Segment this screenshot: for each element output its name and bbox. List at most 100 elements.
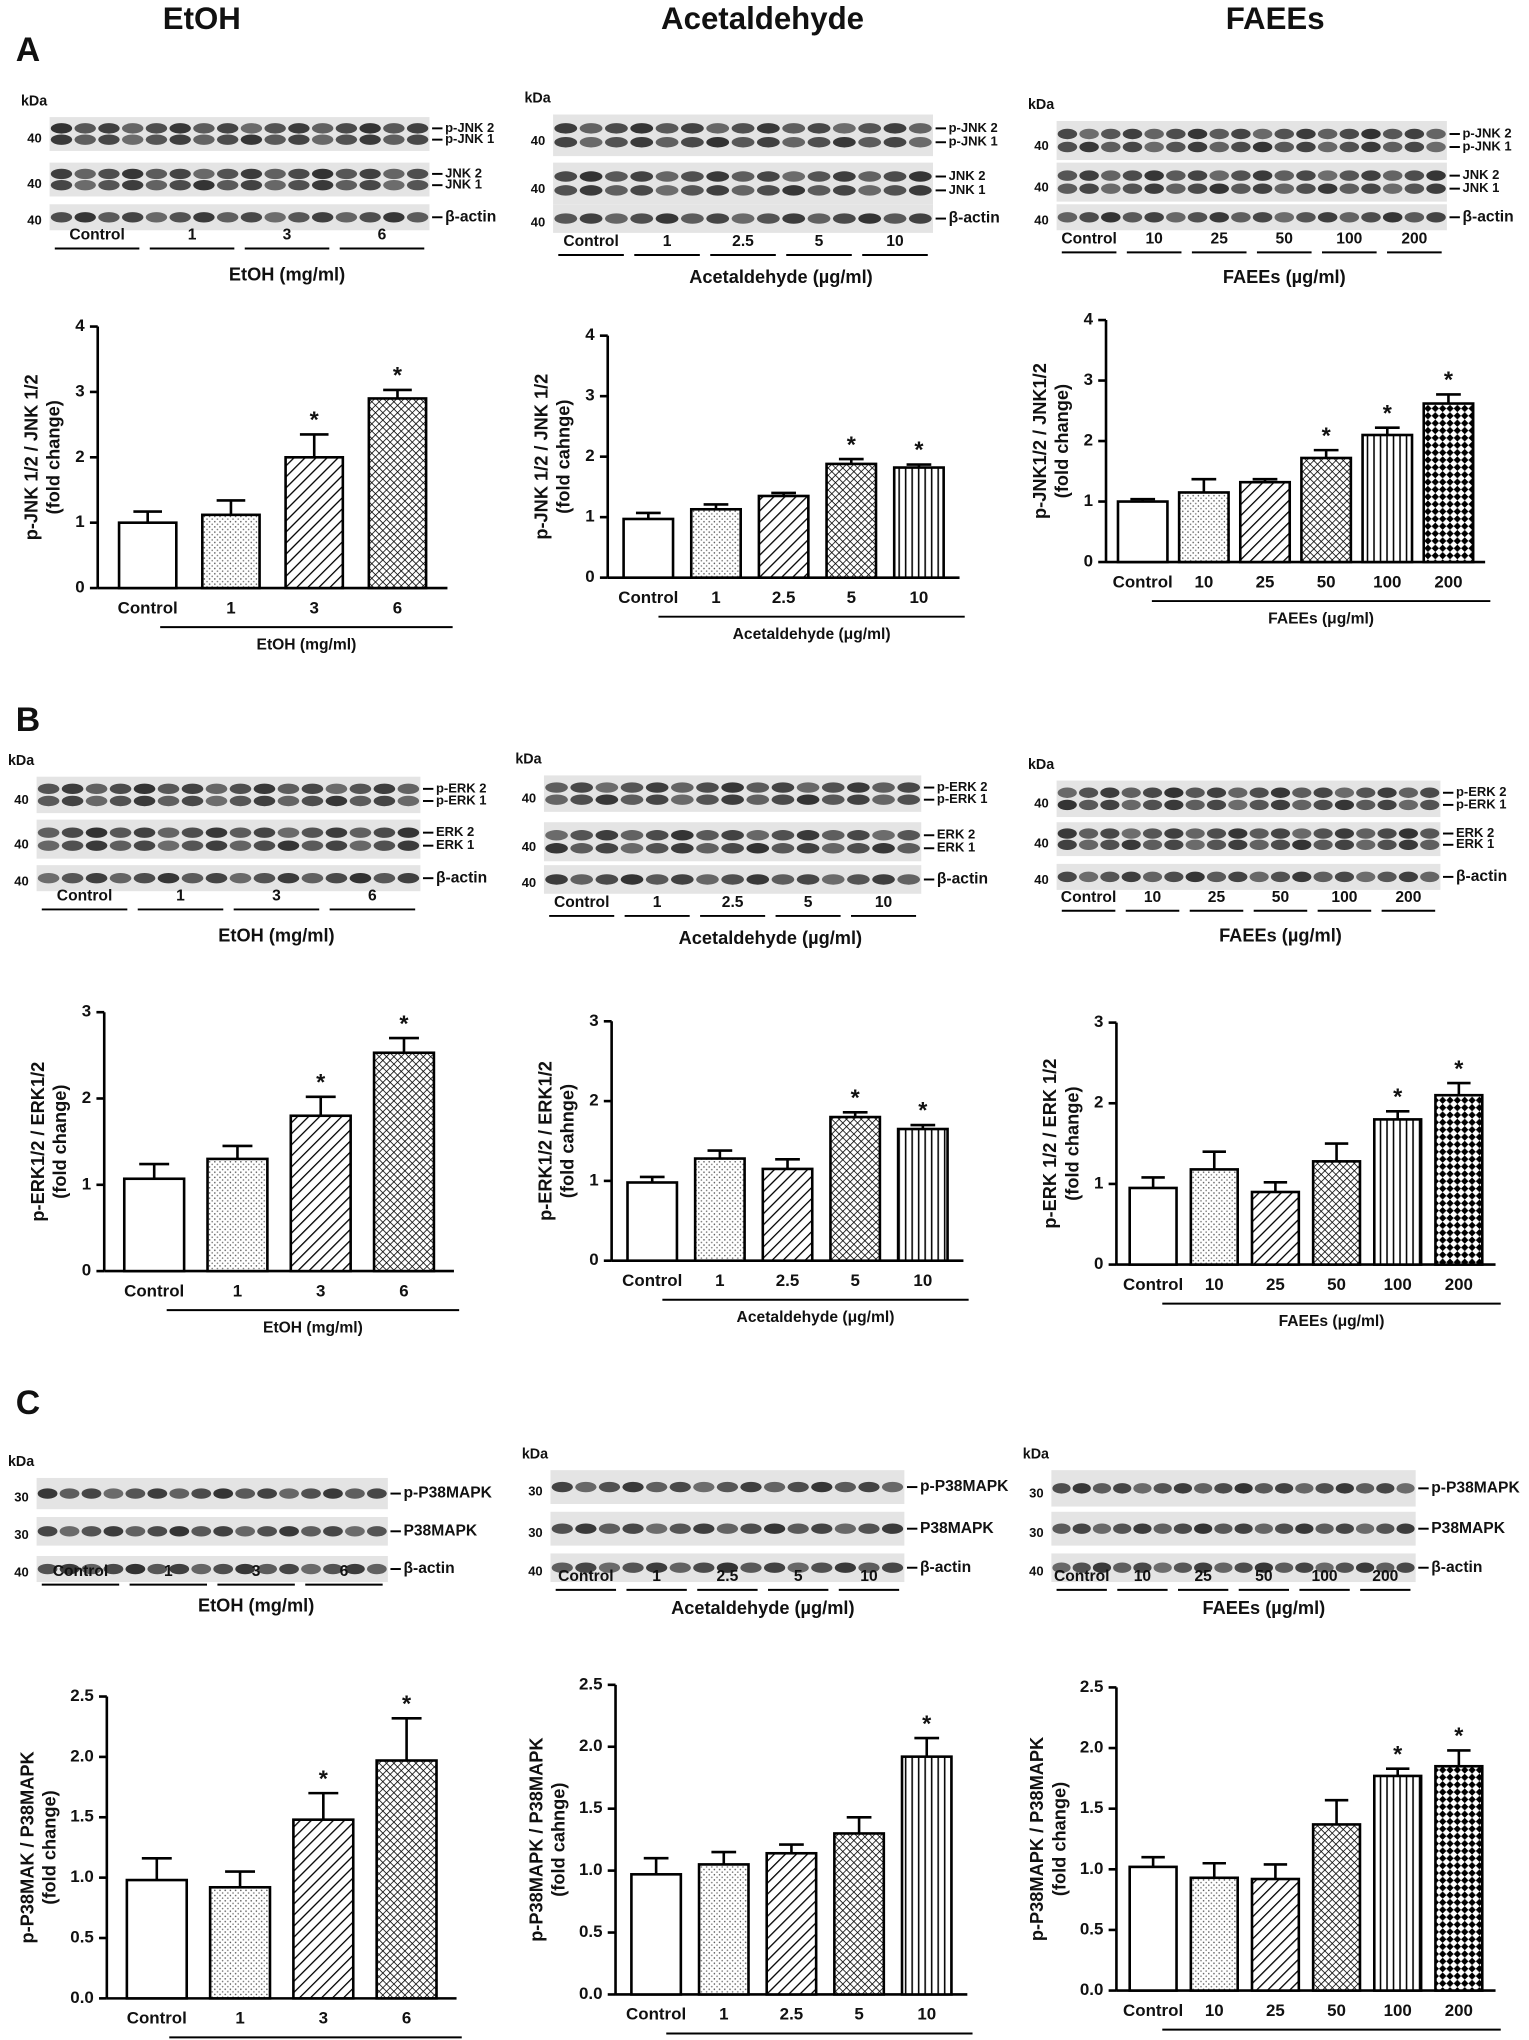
band-label: P38MAPK (403, 1522, 477, 1539)
blot-band (680, 171, 704, 182)
blot-band (1144, 141, 1164, 153)
kda-label: kDa (524, 91, 551, 107)
blot-band (746, 830, 770, 841)
blot-band (655, 213, 679, 224)
blot-band (50, 168, 73, 180)
x-tick-label: Control (118, 598, 178, 617)
blot-band (213, 1563, 234, 1575)
blot-band (1254, 1562, 1273, 1573)
band-label: JNK 1 (445, 177, 482, 192)
y-tick-label: 1 (1094, 1173, 1103, 1192)
blot-band (359, 212, 381, 223)
blot-band (1153, 1483, 1172, 1494)
blot-band (1144, 183, 1164, 194)
bar (626, 1181, 679, 1262)
blot-band (721, 874, 744, 885)
blot-band (1092, 1523, 1112, 1534)
blot-band (1234, 1523, 1253, 1534)
blot-band (756, 185, 780, 196)
lane-label: Control (563, 233, 619, 250)
blot-band (731, 137, 755, 148)
blot-band (1377, 787, 1397, 798)
blot-band (1057, 170, 1078, 181)
blot-band (1173, 1483, 1193, 1494)
x-tick-label: 2.5 (780, 2005, 804, 2024)
blot-band (235, 1526, 256, 1537)
x-tick-label: 5 (854, 2005, 863, 2024)
blot-band (1228, 871, 1248, 883)
blot-band (325, 795, 348, 807)
blot-band (253, 795, 276, 807)
blot-band (1404, 128, 1425, 140)
significance: * (310, 407, 320, 433)
blot-strip (1051, 1470, 1416, 1507)
band-label: ERK 1 (1456, 836, 1494, 851)
kda-marker: 40 (522, 839, 536, 854)
blot-band (74, 168, 96, 180)
significance: * (316, 1069, 326, 1095)
lane-label: 1 (652, 1568, 661, 1585)
blot-band (680, 213, 704, 224)
blot-band (325, 827, 348, 838)
blot-band (1249, 828, 1269, 839)
blot-band (103, 1563, 124, 1575)
blot-band (782, 213, 806, 224)
blot-band (796, 794, 820, 805)
blot-band (1426, 212, 1446, 223)
blot-band (345, 1488, 365, 1499)
blot-band (1228, 828, 1248, 839)
blot-band (1404, 170, 1425, 181)
bar (757, 494, 810, 579)
blot-band (1072, 1562, 1091, 1573)
y-tick-label: 0.0 (70, 1988, 94, 2007)
blot-band (181, 783, 204, 795)
blot-band (109, 795, 132, 807)
blot-band (1194, 1483, 1213, 1494)
band-label: JNK 1 (1462, 180, 1499, 195)
blot-band (1313, 871, 1333, 883)
kda-marker: 30 (1029, 1525, 1043, 1540)
blot-band (1356, 839, 1376, 850)
blot-band (1396, 1523, 1415, 1534)
y-axis-label: (fold cahnge) (554, 400, 574, 514)
blot-band (771, 874, 795, 885)
blot-band (133, 840, 156, 851)
y-tick-label: 2.5 (70, 1686, 94, 1705)
bar (117, 521, 178, 590)
blot-band (721, 830, 744, 841)
treatment-label: FAEEs (µg/ml) (1223, 267, 1346, 287)
bar (1372, 1774, 1423, 1992)
blot-band (1420, 799, 1440, 811)
blot-band (288, 123, 310, 134)
blot-band (1382, 141, 1403, 153)
blot-band (1335, 1483, 1354, 1494)
blot-band (545, 830, 568, 841)
band-label: p-ERK 1 (937, 791, 988, 806)
blot-band (1317, 141, 1338, 153)
y-tick-label: 3 (75, 381, 84, 400)
bar (892, 466, 945, 579)
blot-band (1166, 183, 1186, 194)
blot-band (1187, 170, 1208, 181)
y-axis-label: p-P38MAPK / P38MAPK (526, 1737, 546, 1941)
x-tick-label: Control (618, 588, 678, 607)
blot-band (646, 1523, 668, 1534)
blot-band (832, 137, 856, 148)
blot-band (311, 168, 334, 180)
blot-band (1153, 1523, 1172, 1534)
treatment-label: FAEEs (µg/ml) (1219, 926, 1342, 946)
blot-band (257, 1488, 277, 1499)
band-label: p-ERK 2 (937, 779, 988, 794)
significance: * (1444, 367, 1454, 393)
band-label: ERK 1 (436, 837, 474, 852)
treatment-label: Acetaldehyde (µg/ml) (679, 928, 862, 948)
blot-band (645, 843, 669, 854)
column-title: FAEEs (1226, 1, 1325, 36)
blot-band (716, 1481, 739, 1493)
blot-band (1079, 141, 1099, 153)
blot-band (595, 794, 619, 805)
blot-band (253, 872, 276, 884)
blot-band (1361, 212, 1381, 223)
blot-band (847, 874, 870, 885)
bar (689, 507, 742, 579)
